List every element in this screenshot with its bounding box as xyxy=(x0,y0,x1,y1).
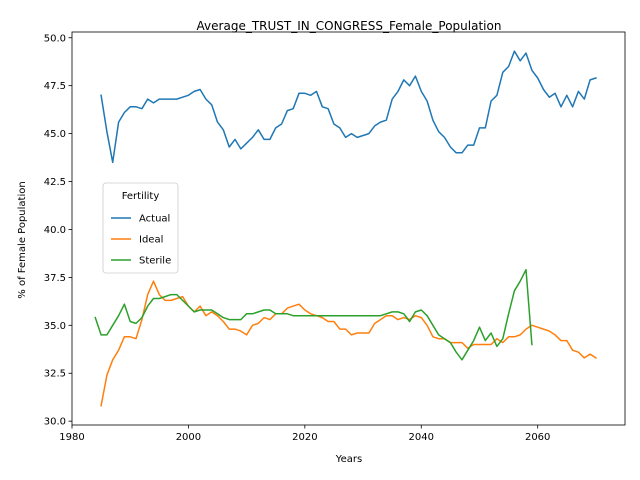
y-tick-label: 32.5 xyxy=(44,369,66,380)
y-tick-label: 40.0 xyxy=(44,225,66,236)
y-tick-label: 35.0 xyxy=(44,321,66,332)
axes: 1980 2000 2020 2040 2060 30.0 32.5 35.0 37.5 40.0… xyxy=(44,31,626,443)
legend-title: Fertility xyxy=(122,191,160,202)
x-tick-label: 2040 xyxy=(409,432,434,443)
series-line-sterile xyxy=(94,268,533,361)
legend: Fertility Actual Ideal Sterile xyxy=(102,182,179,274)
y-tick-label: 47.5 xyxy=(44,81,66,92)
y-tick-label: 50.0 xyxy=(44,33,66,44)
series-line-ideal xyxy=(100,280,597,407)
series-line-actual xyxy=(100,50,597,164)
legend-box xyxy=(102,182,179,274)
legend-label-ideal: Ideal xyxy=(139,235,163,246)
x-tick-label: 2000 xyxy=(176,432,201,443)
x-tick-label: 1980 xyxy=(59,432,84,443)
plot-frame xyxy=(71,31,626,426)
y-tick-label: 45.0 xyxy=(44,129,66,140)
x-tick-label: 2060 xyxy=(525,432,550,443)
legend-label-actual: Actual xyxy=(139,214,170,225)
x-tick-label: 2020 xyxy=(292,432,317,443)
y-axis-label: % of Female Population xyxy=(17,181,28,298)
legend-label-sterile: Sterile xyxy=(139,256,171,267)
y-tick-label: 37.5 xyxy=(44,273,66,284)
series-lines xyxy=(94,50,597,407)
y-tick-label: 30.0 xyxy=(44,417,66,428)
x-axis-label: Years xyxy=(335,454,362,465)
chart-title: Average_TRUST_IN_CONGRESS_Female_Populat… xyxy=(197,19,502,33)
y-tick-label: 42.5 xyxy=(44,177,66,188)
